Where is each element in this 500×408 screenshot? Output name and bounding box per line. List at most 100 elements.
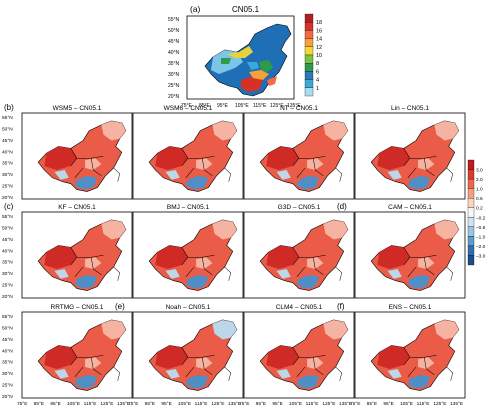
- colorbar-swatch: [304, 79, 314, 88]
- difference-panel: Lin – CN05.1: [354, 105, 466, 200]
- lon-tick: 115°E: [84, 401, 97, 407]
- difference-panel: RRTMG – CN05.1: [21, 304, 133, 399]
- colorbar-label: 6: [316, 69, 319, 75]
- difference-panel: (d) CAM – CN05.1: [337, 202, 466, 299]
- lon-tick: 115°E: [253, 103, 267, 109]
- colorbar-swatch: [467, 178, 475, 189]
- panel-label: (c): [4, 202, 14, 211]
- lon-tick: 95°E: [272, 401, 282, 407]
- lat-tick: 50°N: [2, 126, 13, 132]
- top-lat-ticks: 55°N 50°N 45°N 40°N 35°N 30°N 25°N 20°N: [168, 17, 180, 100]
- panel-title: Lin – CN05.1: [391, 105, 429, 112]
- lat-tick: 50°N: [168, 28, 180, 34]
- panel-label: (b): [4, 103, 14, 112]
- colorbar-swatch: [467, 207, 475, 218]
- lat-tick: 20°N: [2, 294, 13, 300]
- lat-tick: 55°N: [2, 314, 13, 320]
- colorbar-swatch: [467, 159, 475, 170]
- lat-tick: 20°N: [2, 195, 13, 201]
- colorbar-label: 8: [316, 61, 319, 67]
- difference-panel: WSM6 – CN05.1: [132, 105, 244, 200]
- panel-title: RRTMG – CN05.1: [51, 304, 104, 311]
- top-colorbar: 18 16 14 12 10 8 6 4 1: [304, 13, 322, 97]
- colorbar-swatch: [467, 226, 475, 237]
- grid-lon-ticks: 75°E 85°E 95°E 105°E 115°E 125°E 135°E75°E 85°E…: [17, 401, 463, 407]
- lat-tick: 25°N: [168, 83, 180, 89]
- grid-lat-ticks: 55°N 50°N 45°N 40°N 35°N 30°N 25°N 20°N 55°N 50°N…: [2, 115, 13, 400]
- difference-panel-grid: (b) WSM5 – CN05.1 WSM6 – CN05.1 NT – CN05.1…: [4, 103, 466, 399]
- lat-tick: 45°N: [2, 337, 13, 343]
- colorbar-label: 14: [316, 37, 322, 43]
- lon-tick: 95°E: [383, 401, 393, 407]
- colorbar-swatch: [304, 71, 314, 80]
- lat-tick: 25°N: [2, 383, 13, 389]
- difference-panel: G3D – CN05.1: [243, 204, 355, 299]
- lat-tick: 35°N: [2, 360, 13, 366]
- lat-tick: 35°N: [168, 61, 180, 67]
- lon-tick: 85°E: [199, 103, 211, 109]
- colorbar-swatch: [467, 188, 475, 199]
- lon-tick: 95°E: [161, 401, 171, 407]
- colorbar-label: 2.0: [476, 177, 483, 183]
- lon-tick: 135°E: [339, 401, 352, 407]
- lat-tick: 35°N: [2, 260, 13, 266]
- lat-tick: 55°N: [2, 115, 13, 121]
- panel-title: CAM – CN05.1: [388, 204, 432, 211]
- difference-panel: (c) KF – CN05.1: [4, 202, 133, 299]
- lon-tick: 95°E: [217, 103, 229, 109]
- top-panel-title: CN05.1: [232, 5, 260, 14]
- colorbar-swatch: [467, 169, 475, 180]
- lat-tick: 50°N: [2, 325, 13, 331]
- difference-panel: (f) ENS – CN05.1: [337, 302, 466, 399]
- panel-title: Noah – CN05.1: [166, 304, 211, 311]
- colorbar-swatch: [304, 63, 314, 72]
- colorbar-label: 1.0: [476, 187, 483, 193]
- colorbar-label: 0.2: [476, 206, 483, 212]
- panel-title: WSM5 – CN05.1: [53, 105, 102, 112]
- lon-tick: 105°E: [178, 401, 191, 407]
- lat-tick: 20°N: [168, 94, 180, 100]
- difference-panel: (b) WSM5 – CN05.1: [4, 103, 133, 200]
- colorbar-label: 18: [316, 20, 322, 26]
- lon-tick: 135°E: [228, 401, 241, 407]
- difference-panel: BMJ – CN05.1: [132, 204, 244, 299]
- panel-title: NT – CN05.1: [280, 105, 318, 112]
- colorbar-label: 1: [316, 86, 319, 92]
- lat-tick: 25°N: [2, 184, 13, 190]
- lon-tick: 125°E: [100, 401, 113, 407]
- lon-tick: 135°E: [287, 103, 301, 109]
- colorbar-label: –2.0: [476, 244, 486, 250]
- panel-title: CLM4 – CN05.1: [276, 304, 323, 311]
- lon-tick: 75°E: [350, 401, 360, 407]
- panel-label: (e): [115, 302, 125, 311]
- colorbar-swatch: [467, 255, 475, 266]
- colorbar-label: 4: [316, 78, 319, 84]
- lon-tick: 115°E: [306, 401, 319, 407]
- colorbar-label: –3.0: [476, 253, 486, 259]
- colorbar-label: 0.6: [476, 196, 483, 202]
- lon-tick: 105°E: [400, 401, 413, 407]
- lat-tick: 45°N: [2, 237, 13, 243]
- colorbar-label: –0.2: [476, 215, 486, 221]
- colorbar-swatch: [304, 22, 314, 31]
- lon-tick: 115°E: [195, 401, 208, 407]
- lat-tick: 30°N: [168, 72, 180, 78]
- lat-tick: 40°N: [168, 50, 180, 56]
- lat-tick: 45°N: [168, 39, 180, 45]
- lat-tick: 55°N: [2, 214, 13, 220]
- lat-tick: 30°N: [2, 371, 13, 377]
- lat-tick: 50°N: [2, 225, 13, 231]
- top-panel: (a) CN05.1 55°N 50°N 45°N 40°N 35°N 30°N…: [168, 4, 322, 109]
- colorbar-swatch: [467, 236, 475, 247]
- panel-title: WSM6 – CN05.1: [164, 105, 213, 112]
- difference-panel: (e) Noah – CN05.1: [115, 302, 244, 399]
- lon-tick: 75°E: [17, 401, 27, 407]
- colorbar-swatch: [304, 87, 314, 97]
- panel-label: (f): [337, 302, 345, 311]
- lat-tick: 25°N: [2, 283, 13, 289]
- colorbar-swatch: [304, 13, 314, 23]
- colorbar-label: –0.6: [476, 225, 486, 231]
- difference-panel: NT – CN05.1: [243, 105, 355, 200]
- colorbar-swatch: [467, 245, 475, 256]
